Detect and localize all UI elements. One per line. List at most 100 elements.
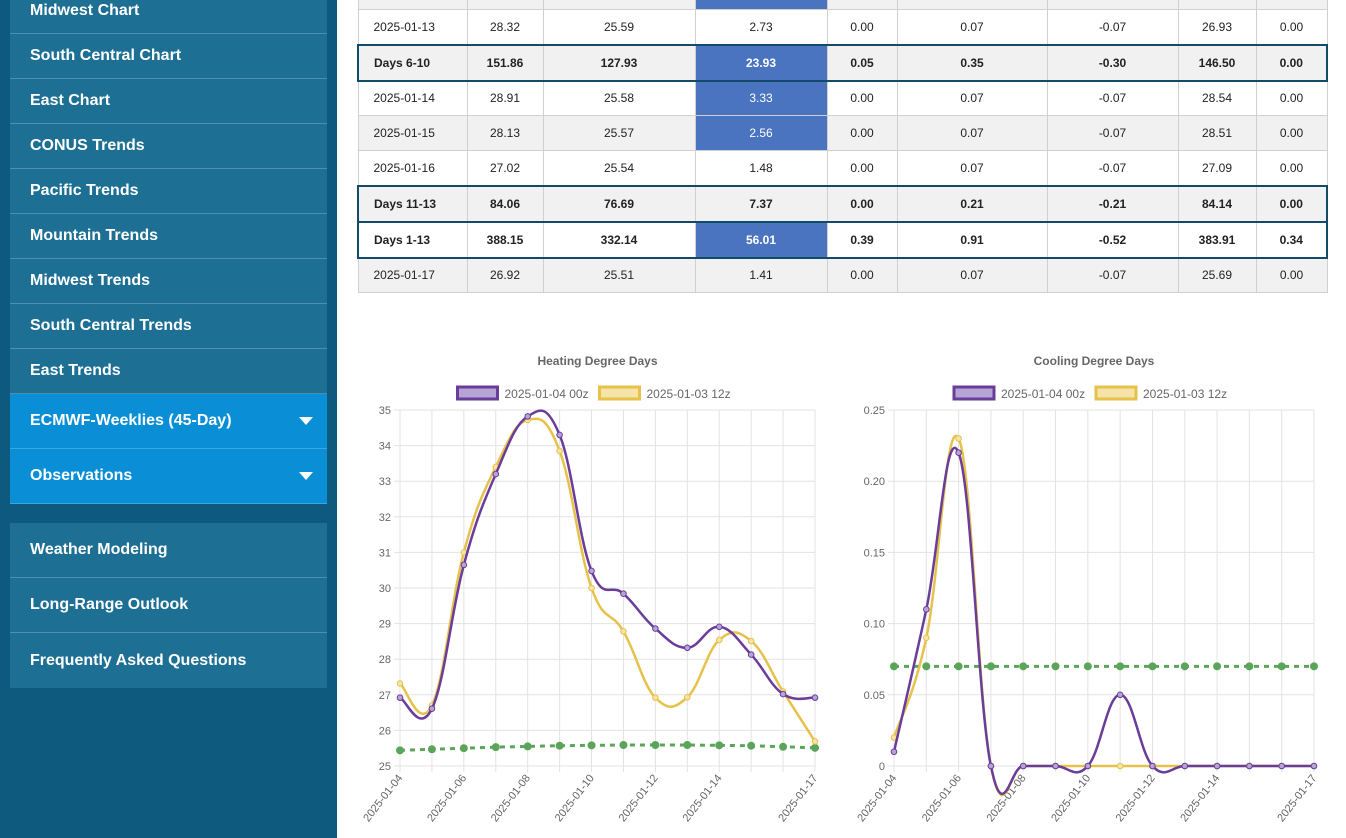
- sidebar-item-label: Pacific Trends: [30, 182, 139, 199]
- table-cell: 0.00: [1255, 184, 1328, 223]
- legend-swatch: [456, 385, 499, 401]
- data-point: [955, 435, 962, 442]
- data-point: [1149, 762, 1156, 770]
- chart-title: Cooling Degree Days: [1034, 354, 1155, 368]
- sidebar-item-pacific-trends[interactable]: Pacific Trends: [10, 169, 327, 214]
- data-point: [1083, 662, 1092, 671]
- sidebar-item-mountain-trends[interactable]: Mountain Trends: [10, 214, 327, 259]
- data-point: [587, 741, 596, 750]
- table-cell: 28.13: [466, 115, 544, 151]
- chevron-down-icon: [299, 417, 313, 425]
- table-cell: [826, 0, 898, 10]
- y-tick-label: 27: [379, 690, 391, 702]
- data-point: [811, 738, 819, 745]
- table-cell: 25.54: [542, 150, 696, 186]
- x-tick-label: 2025-01-12: [617, 772, 661, 824]
- table-cell: 0.00: [1255, 150, 1328, 186]
- x-tick-label: 2025-01-17: [1275, 772, 1319, 824]
- sidebar-item-east-trends[interactable]: East Trends: [10, 349, 327, 394]
- sidebar-item-label: Weather Modeling: [30, 541, 168, 558]
- table-cell: 28.32: [466, 9, 544, 45]
- data-point: [1116, 762, 1124, 770]
- sidebar-section-long-range-outlook[interactable]: Long-Range Outlook: [10, 578, 327, 633]
- table-cell: 26.93: [1177, 9, 1257, 45]
- legend-label: 2025-01-04 00z: [505, 387, 589, 401]
- table-cell: 2025-01-17: [357, 257, 468, 293]
- table-cell: 146.50: [1177, 43, 1257, 82]
- sidebar-item-midwest-chart[interactable]: Midwest Chart: [10, 0, 327, 34]
- sidebar-section-faq[interactable]: Frequently Asked Questions: [10, 633, 327, 688]
- table-cell: [542, 0, 696, 10]
- table-summary-row: Days 11-13 84.06 76.69 7.37 0.00 0.21 -0.21 84.…: [357, 184, 1328, 223]
- sidebar-item-label: Observations: [30, 467, 133, 484]
- data-point: [1277, 662, 1286, 671]
- table-row: 2025-01-16 27.02 25.54 1.48 0.00 0.07 -0.07 27.…: [357, 150, 1328, 186]
- table-cell: 28.91: [466, 80, 544, 116]
- table-cell: [1255, 0, 1328, 10]
- chart-title: Heating Degree Days: [537, 354, 657, 368]
- sidebar-item-label: CONUS Trends: [30, 137, 145, 154]
- table-cell: 2025-01-14: [357, 80, 468, 116]
- cdd-chart: Cooling Degree Days 2025-01-04 00z 2025-01…: [855, 354, 1319, 824]
- data-point: [1181, 762, 1189, 770]
- sidebar-item-label: Midwest Chart: [30, 2, 140, 19]
- table-cell: 2025-01-16: [357, 150, 468, 186]
- table-cell: 0.07: [896, 257, 1048, 293]
- table-cell: 0.05: [826, 43, 898, 82]
- sidebar-item-midwest-trends[interactable]: Midwest Trends: [10, 259, 327, 304]
- legend-swatch: [598, 385, 641, 401]
- table-cell: 0.35: [896, 43, 1048, 82]
- table-cell: 1.41: [694, 257, 828, 293]
- sidebar-item-ecmwf-weeklies[interactable]: ECMWF-Weeklies (45-Day): [10, 394, 327, 449]
- sidebar-item-south-central-trends[interactable]: South Central Trends: [10, 304, 327, 349]
- legend-label: 2025-01-03 12z: [647, 387, 731, 401]
- data-point: [1246, 762, 1253, 770]
- x-tick-label: 2025-01-06: [425, 772, 469, 824]
- data-point: [492, 470, 500, 478]
- sidebar-item-label: East Trends: [30, 362, 121, 379]
- data-point: [1052, 762, 1059, 770]
- table-cell: 0.00: [1255, 115, 1328, 151]
- data-point: [459, 744, 468, 753]
- hdd-chart: Heating Degree Days 2025-01-04 00z 2025-01…: [361, 354, 820, 824]
- sidebar-section-list: Weather Modeling Long-Range Outlook Freq…: [10, 523, 327, 688]
- data-point: [922, 662, 931, 671]
- data-point: [715, 623, 723, 631]
- table-cell: [694, 0, 828, 10]
- sidebar-item-observations[interactable]: Observations: [10, 449, 327, 504]
- table-cell: 332.14: [542, 220, 696, 259]
- sidebar-nav-list: Midwest Chart South Central Chart East C…: [10, 0, 327, 504]
- table-cell: [357, 0, 468, 10]
- data-point: [683, 740, 692, 749]
- sidebar-item-label: ECMWF-Weeklies (45-Day): [30, 412, 232, 429]
- data-point: [491, 743, 500, 752]
- table-cell: -0.07: [1046, 9, 1179, 45]
- x-tick-label: 2025-01-14: [1178, 772, 1222, 824]
- data-point: [955, 449, 962, 457]
- table-cell: 388.15: [466, 220, 544, 259]
- data-point: [588, 567, 595, 575]
- sidebar-item-south-central-chart[interactable]: South Central Chart: [10, 34, 327, 79]
- x-tick-label: 2025-01-08: [984, 772, 1028, 824]
- data-point: [747, 741, 756, 750]
- data-point: [1019, 762, 1027, 770]
- data-point: [779, 742, 788, 751]
- data-point: [779, 690, 787, 698]
- y-tick-label: 26: [379, 725, 391, 737]
- table-cell: 25.59: [542, 9, 696, 45]
- table-cell: 0.07: [896, 80, 1048, 116]
- table-row: 2025-01-17 26.92 25.51 1.41 0.00 0.07 -0.07 25.…: [357, 257, 1328, 293]
- table-cell: -0.07: [1046, 115, 1179, 151]
- data-point: [651, 740, 660, 749]
- data-point: [396, 746, 404, 755]
- data-point: [715, 636, 723, 644]
- sidebar-item-conus-trends[interactable]: CONUS Trends: [10, 124, 327, 169]
- x-tick-label: 2025-01-14: [680, 772, 724, 824]
- sidebar-item-east-chart[interactable]: East Chart: [10, 79, 327, 124]
- table-cell: 127.93: [542, 43, 696, 82]
- sidebar-section-weather-modeling[interactable]: Weather Modeling: [10, 523, 327, 578]
- y-tick-label: 25: [379, 761, 391, 773]
- y-tick-label: 31: [379, 547, 391, 559]
- data-point: [1051, 662, 1060, 671]
- table-cell: 2.73: [694, 9, 828, 45]
